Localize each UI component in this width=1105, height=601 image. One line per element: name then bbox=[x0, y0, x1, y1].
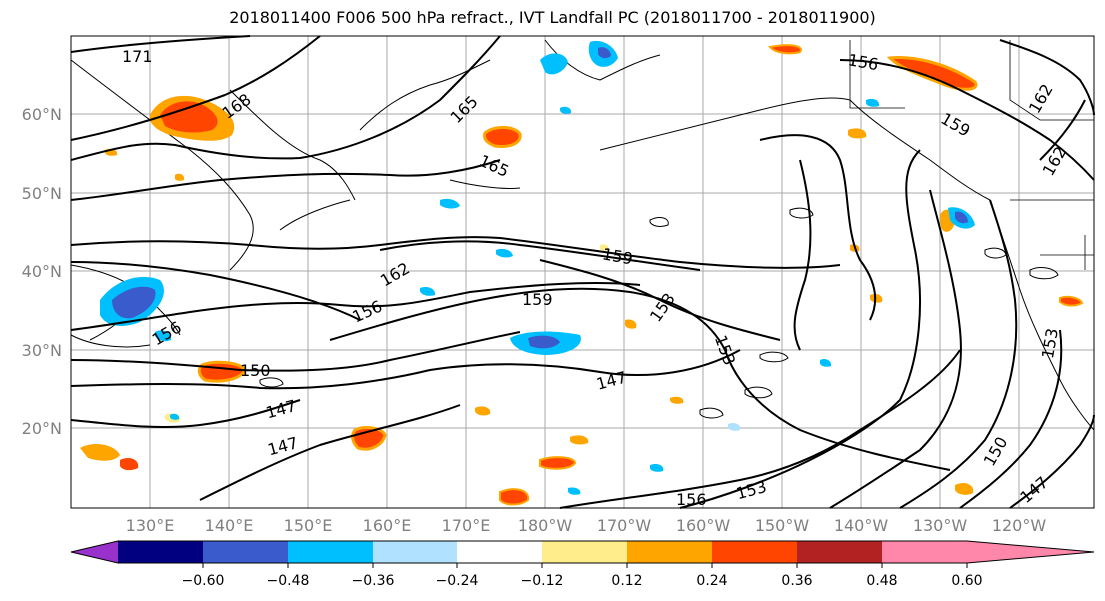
colorbar-label: 0.12 bbox=[611, 573, 642, 589]
lat-labels: 60°N 50°N 40°N 30°N 20°N bbox=[22, 105, 62, 438]
colorbar: −0.60 −0.48 −0.36 −0.24 −0.12 0.12 0.24 … bbox=[70, 540, 1095, 589]
colorbar-segment bbox=[203, 541, 288, 563]
colorbar-ticks bbox=[202, 563, 968, 568]
colorbar-segment bbox=[542, 541, 627, 563]
colorbar-segment bbox=[457, 541, 542, 563]
borders bbox=[849, 40, 1094, 270]
lon-label: 170°E bbox=[442, 516, 491, 535]
colorbar-label: −0.12 bbox=[521, 573, 564, 589]
lat-label: 60°N bbox=[22, 105, 62, 124]
colorbar-label: 0.60 bbox=[951, 573, 982, 589]
lon-label: 170°W bbox=[597, 516, 652, 535]
colorbar-segment bbox=[71, 541, 118, 563]
negative-anomalies bbox=[100, 40, 975, 495]
graticule bbox=[71, 36, 1094, 508]
lat-label: 30°N bbox=[22, 341, 62, 360]
thin-contours bbox=[259, 207, 1059, 419]
lon-label: 130°W bbox=[913, 516, 968, 535]
colorbar-segment bbox=[288, 541, 373, 563]
colorbar-segment bbox=[712, 541, 797, 563]
lon-label: 140°E bbox=[205, 516, 254, 535]
lon-label: 130°E bbox=[126, 516, 175, 535]
contour-label: 159 bbox=[522, 290, 553, 309]
lat-label: 20°N bbox=[22, 419, 62, 438]
lon-label: 150°W bbox=[755, 516, 810, 535]
colorbar-label: −0.48 bbox=[267, 573, 310, 589]
positive-anomalies bbox=[80, 44, 1084, 506]
lon-label: 180°W bbox=[518, 516, 573, 535]
colorbar-label: 0.36 bbox=[781, 573, 812, 589]
colorbar-label: −0.24 bbox=[436, 573, 479, 589]
colorbar-outline bbox=[70, 540, 1095, 564]
lon-label: 160°W bbox=[676, 516, 731, 535]
lon-label: 140°W bbox=[834, 516, 889, 535]
colorbar-label: −0.60 bbox=[182, 573, 225, 589]
colorbar-segment bbox=[882, 541, 967, 563]
lon-label: 150°E bbox=[284, 516, 333, 535]
height-contours bbox=[70, 35, 1095, 509]
lon-label: 160°E bbox=[363, 516, 412, 535]
contour-label: 171 bbox=[122, 47, 153, 66]
colorbar-segment bbox=[627, 541, 712, 563]
contour-label: 150 bbox=[240, 361, 271, 380]
lon-label: 120°W bbox=[992, 516, 1047, 535]
colorbar-segment bbox=[967, 541, 1094, 563]
colorbar-label: 0.48 bbox=[866, 573, 897, 589]
contour-label: 156 bbox=[676, 490, 707, 509]
lat-label: 40°N bbox=[22, 262, 62, 281]
colorbar-label: 0.24 bbox=[696, 573, 727, 589]
colorbar-segment bbox=[118, 541, 203, 563]
map-frame bbox=[70, 35, 1095, 509]
lon-labels: 130°E 140°E 150°E 160°E 170°E 180°W 170°… bbox=[126, 516, 1047, 535]
colorbar-segment bbox=[797, 541, 882, 563]
map-title: 2018011400 F006 500 hPa refract., IVT La… bbox=[229, 8, 876, 27]
colorbar-label: −0.36 bbox=[352, 573, 395, 589]
colorbar-segment bbox=[373, 541, 457, 563]
lat-label: 50°N bbox=[22, 184, 62, 203]
